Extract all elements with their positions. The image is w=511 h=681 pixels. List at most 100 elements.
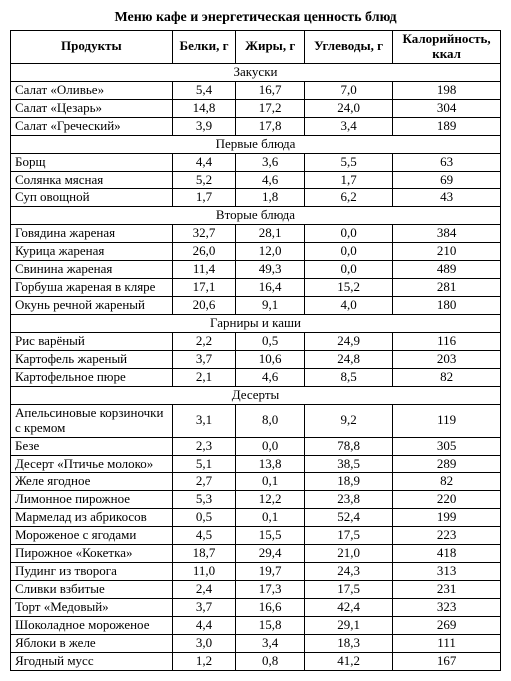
cell-kcal: 69 [393, 171, 501, 189]
cell-fat: 19,7 [236, 563, 305, 581]
cell-fat: 9,1 [236, 297, 305, 315]
cell-name: Картофель жареный [11, 350, 173, 368]
cell-carbs: 17,5 [304, 527, 392, 545]
cell-fat: 17,2 [236, 99, 305, 117]
cell-name: Яблоки в желе [11, 634, 173, 652]
menu-table: Продукты Белки, г Жиры, г Углеводы, г Ка… [10, 30, 501, 671]
cell-carbs: 18,3 [304, 634, 392, 652]
cell-name: Салат «Оливье» [11, 81, 173, 99]
table-row: Яблоки в желе3,03,418,3111 [11, 634, 501, 652]
cell-fat: 49,3 [236, 261, 305, 279]
table-row: Салат «Греческий»3,917,83,4189 [11, 117, 501, 135]
cell-carbs: 18,9 [304, 473, 392, 491]
cell-kcal: 82 [393, 473, 501, 491]
section-title: Закуски [11, 63, 501, 81]
cell-carbs: 15,2 [304, 279, 392, 297]
table-row: Апельсиновые корзиночки с кремом3,18,09,… [11, 404, 501, 437]
cell-kcal: 281 [393, 279, 501, 297]
col-carbs: Углеводы, г [304, 31, 392, 64]
cell-kcal: 167 [393, 652, 501, 670]
cell-name: Мороженое с ягодами [11, 527, 173, 545]
table-row: Желе ягодное2,70,118,982 [11, 473, 501, 491]
cell-name: Рис варёный [11, 332, 173, 350]
cell-protein: 3,9 [172, 117, 236, 135]
table-row: Безе2,30,078,8305 [11, 437, 501, 455]
cell-protein: 17,1 [172, 279, 236, 297]
table-row: Картофельное пюре2,14,68,582 [11, 368, 501, 386]
cell-kcal: 305 [393, 437, 501, 455]
cell-name: Ягодный мусс [11, 652, 173, 670]
cell-kcal: 231 [393, 581, 501, 599]
cell-fat: 0,0 [236, 437, 305, 455]
cell-name: Лимонное пирожное [11, 491, 173, 509]
table-row: Рис варёный2,20,524,9116 [11, 332, 501, 350]
table-row: Свинина жареная11,449,30,0489 [11, 261, 501, 279]
cell-protein: 5,3 [172, 491, 236, 509]
cell-carbs: 41,2 [304, 652, 392, 670]
table-row: Салат «Цезарь»14,817,224,0304 [11, 99, 501, 117]
cell-kcal: 116 [393, 332, 501, 350]
cell-kcal: 63 [393, 153, 501, 171]
cell-protein: 26,0 [172, 243, 236, 261]
cell-carbs: 0,0 [304, 243, 392, 261]
cell-kcal: 43 [393, 189, 501, 207]
cell-kcal: 304 [393, 99, 501, 117]
cell-protein: 18,7 [172, 545, 236, 563]
table-header-row: Продукты Белки, г Жиры, г Углеводы, г Ка… [11, 31, 501, 64]
cell-protein: 3,7 [172, 599, 236, 617]
cell-carbs: 8,5 [304, 368, 392, 386]
cell-protein: 1,7 [172, 189, 236, 207]
cell-name: Десерт «Птичье молоко» [11, 455, 173, 473]
cell-fat: 3,6 [236, 153, 305, 171]
cell-fat: 4,6 [236, 171, 305, 189]
cell-fat: 8,0 [236, 404, 305, 437]
section-row: Гарниры и каши [11, 315, 501, 333]
cell-kcal: 189 [393, 117, 501, 135]
cell-fat: 4,6 [236, 368, 305, 386]
cell-fat: 0,1 [236, 473, 305, 491]
cell-carbs: 1,7 [304, 171, 392, 189]
table-row: Картофель жареный3,710,624,8203 [11, 350, 501, 368]
cell-fat: 28,1 [236, 225, 305, 243]
cell-protein: 11,4 [172, 261, 236, 279]
cell-name: Салат «Цезарь» [11, 99, 173, 117]
cell-carbs: 42,4 [304, 599, 392, 617]
table-row: Говядина жареная32,728,10,0384 [11, 225, 501, 243]
cell-carbs: 7,0 [304, 81, 392, 99]
cell-kcal: 198 [393, 81, 501, 99]
section-title: Вторые блюда [11, 207, 501, 225]
cell-name: Салат «Греческий» [11, 117, 173, 135]
section-row: Первые блюда [11, 135, 501, 153]
table-row: Мармелад из абрикосов0,50,152,4199 [11, 509, 501, 527]
cell-name: Торт «Медовый» [11, 599, 173, 617]
cell-fat: 1,8 [236, 189, 305, 207]
cell-fat: 12,0 [236, 243, 305, 261]
section-title: Гарниры и каши [11, 315, 501, 333]
section-row: Закуски [11, 63, 501, 81]
cell-carbs: 78,8 [304, 437, 392, 455]
cell-name: Свинина жареная [11, 261, 173, 279]
cell-fat: 17,3 [236, 581, 305, 599]
cell-protein: 20,6 [172, 297, 236, 315]
cell-name: Говядина жареная [11, 225, 173, 243]
cell-kcal: 289 [393, 455, 501, 473]
section-title: Первые блюда [11, 135, 501, 153]
cell-fat: 12,2 [236, 491, 305, 509]
cell-name: Безе [11, 437, 173, 455]
cell-kcal: 269 [393, 616, 501, 634]
cell-fat: 0,8 [236, 652, 305, 670]
cell-fat: 15,8 [236, 616, 305, 634]
table-row: Шоколадное мороженое4,415,829,1269 [11, 616, 501, 634]
cell-kcal: 180 [393, 297, 501, 315]
cell-protein: 4,5 [172, 527, 236, 545]
cell-carbs: 24,8 [304, 350, 392, 368]
cell-protein: 5,1 [172, 455, 236, 473]
cell-carbs: 6,2 [304, 189, 392, 207]
cell-name: Мармелад из абрикосов [11, 509, 173, 527]
cell-kcal: 220 [393, 491, 501, 509]
table-row: Сливки взбитые2,417,317,5231 [11, 581, 501, 599]
col-kcal: Калорийность, ккал [393, 31, 501, 64]
cell-name: Курица жареная [11, 243, 173, 261]
cell-name: Картофельное пюре [11, 368, 173, 386]
table-row: Десерт «Птичье молоко»5,113,838,5289 [11, 455, 501, 473]
